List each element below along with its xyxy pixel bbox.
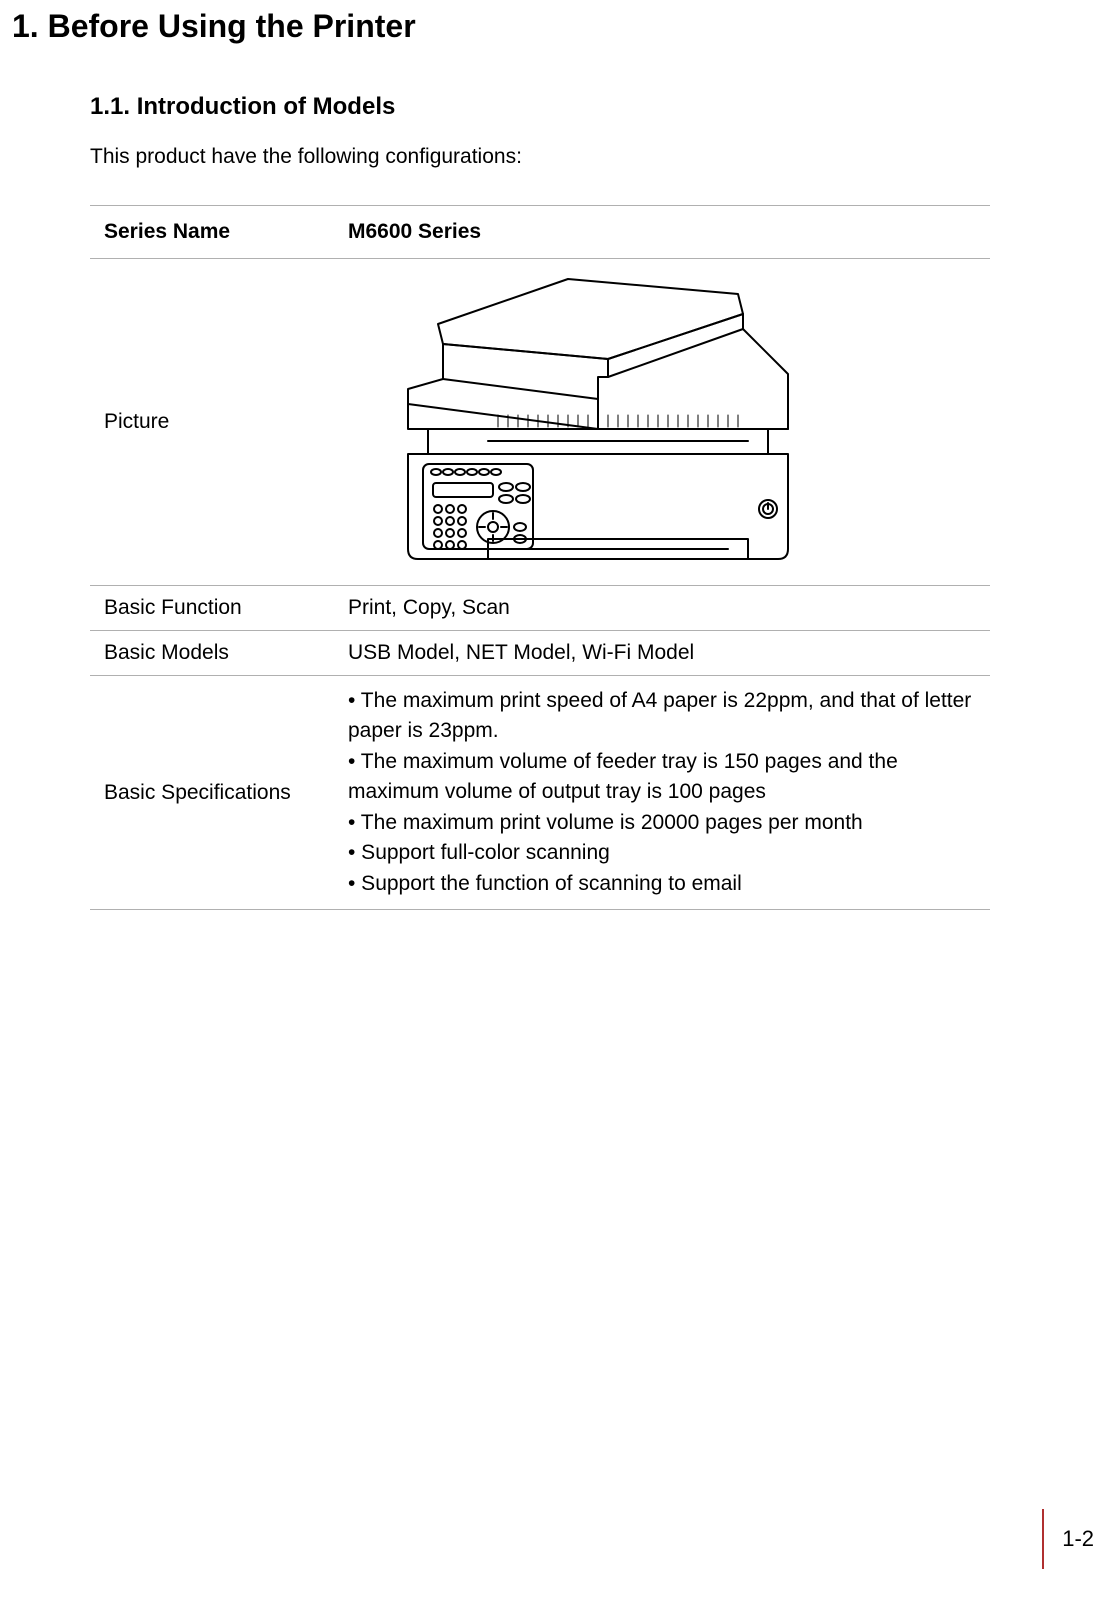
row-basic-function: Basic Function Print, Copy, Scan [90,586,990,631]
intro-text: This product have the following configur… [90,145,1094,169]
spec-line-2: • The maximum volume of feeder tray is 1… [348,747,980,808]
spec-line-3: • The maximum print volume is 20000 page… [348,808,980,838]
chapter-title: 1. Before Using the Printer [0,0,1094,45]
spec-line-4: • Support full-color scanning [348,838,980,868]
basic-function-label: Basic Function [90,586,334,631]
spec-line-1: • The maximum print speed of A4 paper is… [348,686,980,747]
series-label: Series Name [90,206,334,259]
row-picture: Picture [90,259,990,586]
basic-function-value: Print, Copy, Scan [334,586,990,631]
series-value: M6600 Series [334,206,990,259]
section-title: 1.1. Introduction of Models [90,93,1094,121]
basic-models-value: USB Model, NET Model, Wi-Fi Model [334,631,990,676]
footer-rule [1042,1509,1044,1569]
printer-icon [348,269,828,569]
row-basic-models: Basic Models USB Model, NET Model, Wi-Fi… [90,631,990,676]
row-basic-specs: Basic Specifications • The maximum print… [90,676,990,910]
spec-table: Series Name M6600 Series Picture [90,205,990,910]
spec-line-5: • Support the function of scanning to em… [348,869,980,899]
page-number: 1-2 [1062,1526,1094,1552]
basic-specs-value: • The maximum print speed of A4 paper is… [334,676,990,910]
picture-cell [334,259,990,586]
basic-specs-label: Basic Specifications [90,676,334,910]
page-footer: 1-2 [1042,1509,1094,1569]
basic-models-label: Basic Models [90,631,334,676]
picture-label: Picture [90,259,334,586]
row-series: Series Name M6600 Series [90,206,990,259]
